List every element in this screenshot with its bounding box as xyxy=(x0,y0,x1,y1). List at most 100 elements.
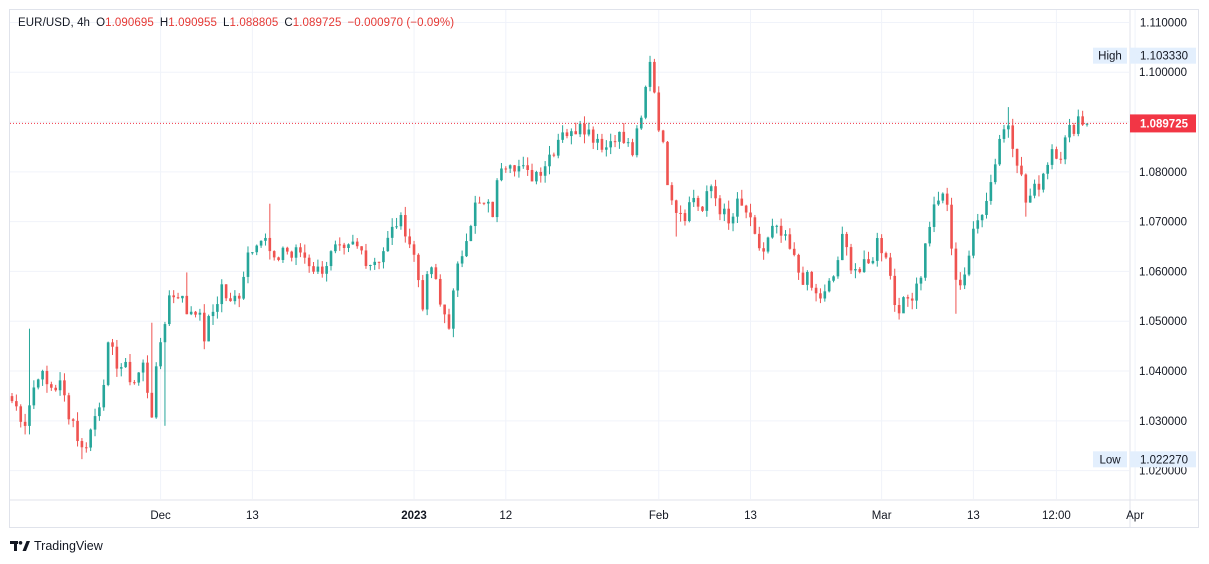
open-label: O xyxy=(96,17,106,29)
candle-body xyxy=(792,248,796,255)
candle-body xyxy=(539,171,543,176)
candle-body xyxy=(338,244,342,246)
change-value: −0.000970 (−0.09%) xyxy=(347,17,455,29)
candle-body xyxy=(1020,165,1023,175)
last-price-label: 1.089725 xyxy=(1140,118,1189,130)
candle-body xyxy=(329,251,333,267)
candle-body xyxy=(111,342,114,347)
candle-body xyxy=(67,395,71,420)
candle-body xyxy=(976,220,980,229)
candle-body xyxy=(910,298,914,301)
candle-body xyxy=(775,225,779,227)
candle-body xyxy=(797,254,800,273)
candle-body xyxy=(548,154,551,167)
candle-body xyxy=(421,280,425,310)
candle-body xyxy=(1076,116,1080,134)
candle-body xyxy=(312,266,315,272)
candle-body xyxy=(482,202,486,204)
candle-body xyxy=(377,261,381,263)
candle-body xyxy=(871,260,875,264)
candle-body xyxy=(570,131,573,137)
candle-body xyxy=(277,257,280,260)
candle-body xyxy=(727,208,730,224)
candle-body xyxy=(1042,173,1045,190)
candle-body xyxy=(1081,116,1084,125)
tradingview-watermark[interactable]: TradingView xyxy=(10,537,103,555)
candle-body xyxy=(198,312,202,315)
candle-body xyxy=(583,123,586,135)
candle-body xyxy=(749,212,752,218)
candle-body xyxy=(622,131,626,143)
candle-body xyxy=(596,138,599,143)
time-tick-label: 13 xyxy=(744,510,757,522)
candle-body xyxy=(233,295,237,302)
candle-body xyxy=(858,269,862,273)
candle-body xyxy=(688,202,691,222)
candle-body xyxy=(417,254,420,281)
candle-body xyxy=(473,202,477,227)
candle-body xyxy=(893,275,897,305)
candle-body xyxy=(456,263,460,291)
candle-body xyxy=(635,128,639,156)
candle-body xyxy=(364,250,368,266)
candle-body xyxy=(902,297,905,314)
candle-body xyxy=(788,234,792,249)
candle-body xyxy=(906,297,910,299)
candle-body xyxy=(801,272,805,285)
candle-body xyxy=(281,247,285,260)
candle-body xyxy=(163,324,167,343)
symbol-name: EUR/USD xyxy=(18,17,71,29)
candle-body xyxy=(369,264,372,266)
candle-body xyxy=(41,370,44,380)
candle-body xyxy=(154,366,158,418)
candle-body xyxy=(827,280,831,292)
candle-body xyxy=(762,248,765,252)
candle-body xyxy=(932,204,936,227)
candle-body xyxy=(1072,125,1076,134)
candle-body xyxy=(740,198,744,206)
candle-body xyxy=(399,215,403,227)
candle-body xyxy=(526,165,529,170)
candle-body xyxy=(753,217,757,234)
open-value: 1.090695 xyxy=(105,17,154,29)
candle-body xyxy=(272,251,276,258)
candle-body xyxy=(661,130,665,142)
candle-body xyxy=(50,384,53,388)
candle-body xyxy=(723,208,726,215)
low-value-label: 1.022270 xyxy=(1140,454,1188,466)
watermark-text: TradingView xyxy=(34,539,103,553)
candle-body xyxy=(264,237,267,241)
candle-body xyxy=(386,237,390,252)
candle-body xyxy=(535,171,538,182)
candle-body xyxy=(159,342,162,367)
candle-body xyxy=(591,129,595,143)
candle-body xyxy=(495,180,499,218)
time-tick-label: Feb xyxy=(649,510,669,522)
candle-body xyxy=(565,132,569,137)
candle-body xyxy=(666,141,669,186)
candle-body xyxy=(360,246,363,251)
candle-body xyxy=(1011,125,1015,149)
candle-body xyxy=(600,138,604,150)
low-label: L xyxy=(223,17,230,29)
candle-body xyxy=(945,193,949,205)
candle-body xyxy=(224,284,228,299)
candle-body xyxy=(954,248,958,280)
price-tick-label: 1.060000 xyxy=(1139,266,1187,278)
candle-body xyxy=(543,166,547,176)
candle-body xyxy=(242,276,245,299)
high-value: 1.090955 xyxy=(168,17,218,29)
candle-body xyxy=(334,244,337,252)
candle-body xyxy=(849,247,853,271)
candle-body xyxy=(578,123,582,135)
candle-body xyxy=(928,226,931,244)
candle-body xyxy=(133,382,136,384)
candle-body xyxy=(626,142,630,144)
candle-body xyxy=(915,283,918,301)
candle-body xyxy=(36,379,40,388)
candle-body xyxy=(631,142,634,156)
candle-body xyxy=(832,276,835,281)
candle-body xyxy=(89,429,92,448)
price-tick-label: 1.080000 xyxy=(1139,167,1187,179)
